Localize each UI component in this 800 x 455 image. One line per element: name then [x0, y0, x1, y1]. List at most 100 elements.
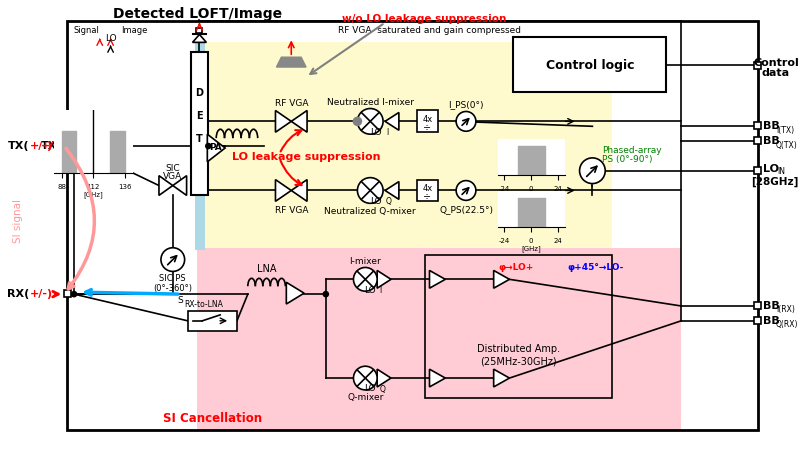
Bar [64, 143, 71, 150]
Text: φ→LO+: φ→LO+ [498, 263, 534, 271]
Polygon shape [207, 135, 225, 162]
Text: (0°-360°): (0°-360°) [154, 283, 192, 292]
Bar [425, 255, 612, 398]
Text: Detected LOFT/Image: Detected LOFT/Image [113, 7, 282, 21]
Text: VGA: VGA [163, 172, 182, 181]
Text: LO leakage suppression: LO leakage suppression [232, 152, 380, 162]
Text: Q-mixer: Q-mixer [347, 393, 383, 401]
Text: LO: LO [365, 384, 376, 393]
Text: BB: BB [763, 121, 780, 131]
Polygon shape [286, 283, 304, 304]
Circle shape [456, 112, 476, 132]
Text: Image: Image [122, 26, 148, 35]
Text: LO: LO [763, 163, 779, 173]
Text: BB: BB [763, 315, 780, 325]
Bar [195, 43, 206, 250]
Text: D: D [195, 88, 203, 98]
Text: LO: LO [105, 34, 116, 43]
Text: E: E [196, 111, 202, 121]
Text: Phased-array: Phased-array [602, 145, 662, 154]
Text: I: I [386, 128, 388, 137]
Text: I(RX): I(RX) [776, 305, 795, 314]
Text: φ+45°→LO-: φ+45°→LO- [568, 263, 624, 271]
Text: 4x: 4x [422, 184, 433, 192]
Text: I_PS(0°): I_PS(0°) [448, 100, 484, 109]
Bar [198, 248, 682, 430]
Polygon shape [159, 176, 173, 196]
Polygon shape [173, 176, 186, 196]
Polygon shape [275, 180, 291, 202]
Text: +/-): +/-) [41, 141, 64, 151]
Text: RX-to-LNA: RX-to-LNA [185, 299, 223, 308]
Bar [754, 62, 762, 69]
Text: I: I [379, 286, 382, 294]
Bar [754, 167, 762, 174]
Text: Q: Q [386, 197, 392, 206]
Text: RF VGA: RF VGA [274, 99, 308, 108]
Text: Neutralized Q-mixer: Neutralized Q-mixer [325, 206, 416, 215]
Polygon shape [430, 369, 446, 387]
Bar [198, 43, 612, 250]
Text: PS (0°-90°): PS (0°-90°) [602, 155, 653, 164]
Circle shape [323, 292, 328, 297]
Circle shape [358, 178, 383, 204]
Polygon shape [494, 271, 510, 288]
Text: TX(: TX( [8, 141, 30, 151]
Text: LO: LO [365, 285, 376, 294]
Text: Q: Q [379, 384, 385, 393]
Text: data: data [762, 68, 790, 78]
Text: Neutralized I-mixer: Neutralized I-mixer [326, 98, 414, 107]
Text: BB: BB [763, 136, 780, 146]
Text: LO: LO [370, 127, 382, 136]
Text: RF VGA  saturated and gain compressed: RF VGA saturated and gain compressed [338, 26, 521, 35]
Text: I-mixer: I-mixer [350, 257, 381, 265]
Text: 4x: 4x [422, 115, 433, 124]
Bar [190, 53, 208, 196]
Bar [197, 29, 202, 35]
Circle shape [354, 268, 377, 292]
Text: I(TX): I(TX) [776, 126, 794, 135]
Text: w/o LO leakage suppression: w/o LO leakage suppression [342, 14, 506, 24]
Bar [754, 123, 762, 130]
Text: Control: Control [753, 57, 799, 67]
Circle shape [358, 109, 383, 135]
Text: SI Cancellation: SI Cancellation [162, 411, 262, 424]
Circle shape [71, 292, 77, 297]
Text: IN: IN [777, 167, 785, 176]
Polygon shape [385, 113, 399, 131]
Text: PA: PA [209, 142, 222, 151]
Circle shape [354, 366, 377, 390]
Circle shape [456, 181, 476, 201]
Text: +/-): +/-) [30, 141, 53, 151]
Bar [64, 291, 71, 298]
Circle shape [206, 144, 210, 149]
Polygon shape [430, 271, 446, 288]
Text: (25MHz-30GHz): (25MHz-30GHz) [480, 355, 557, 365]
Polygon shape [275, 111, 291, 133]
Text: Q(TX): Q(TX) [776, 140, 798, 149]
Text: TX(: TX( [41, 141, 62, 151]
Bar [417, 180, 438, 202]
Text: ÷: ÷ [423, 122, 431, 132]
Text: T: T [196, 134, 203, 144]
Text: Q(RX): Q(RX) [776, 319, 798, 329]
Text: +/-): +/-) [30, 288, 53, 298]
Polygon shape [377, 369, 391, 387]
Bar [67, 21, 758, 430]
Text: RF VGA: RF VGA [274, 205, 308, 214]
Text: Q_PS(22.5°): Q_PS(22.5°) [439, 204, 493, 213]
Text: [28GHz]: [28GHz] [751, 176, 798, 186]
Polygon shape [193, 35, 206, 43]
Text: SI signal: SI signal [13, 199, 22, 243]
Polygon shape [494, 369, 510, 387]
Text: LNA: LNA [257, 264, 276, 274]
Bar [754, 317, 762, 324]
Bar [754, 303, 762, 309]
Text: Control logic: Control logic [546, 59, 634, 72]
Polygon shape [277, 58, 306, 68]
Circle shape [354, 118, 362, 126]
Bar [187, 311, 237, 331]
Text: Distributed Amp.: Distributed Amp. [477, 344, 560, 354]
Polygon shape [377, 271, 391, 288]
Text: S: S [177, 295, 182, 304]
